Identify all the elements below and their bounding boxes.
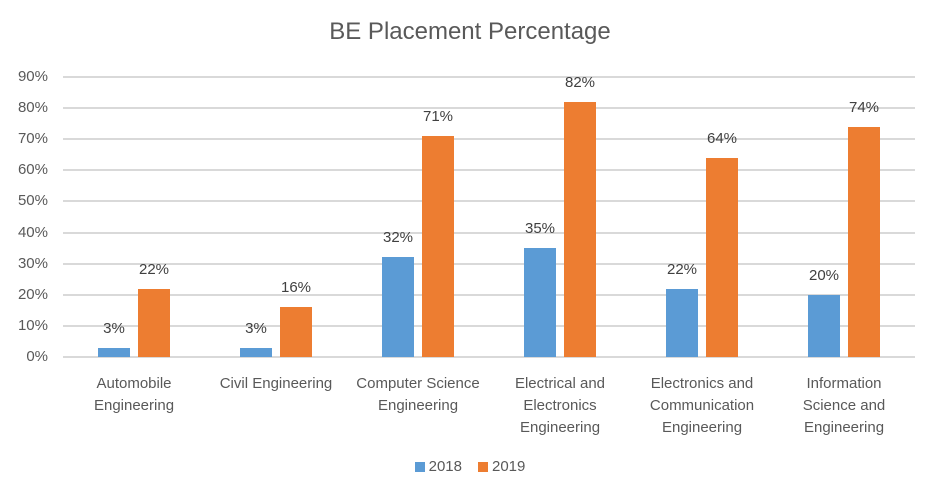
bar-2018[interactable] [808, 294, 840, 357]
data-label: 22% [138, 260, 170, 278]
legend-swatch-2018 [414, 461, 425, 472]
legend-swatch-2019 [478, 461, 488, 472]
data-label: 74% [848, 98, 880, 116]
data-label: 3% [103, 319, 125, 337]
data-label: 3% [245, 319, 267, 337]
bar-2019[interactable] [280, 307, 312, 357]
legend-item-2018[interactable]: 2018 [414, 458, 462, 475]
bar-2019[interactable] [848, 126, 880, 357]
data-label: 20% [808, 266, 840, 284]
y-tick-label: 10% [17, 316, 48, 334]
gridline [63, 138, 915, 141]
bar-2018[interactable] [240, 347, 272, 357]
plot-area: 3% 22% 3% 16% 32% 71% 35% 82% 22% 64% 20% 74% [63, 73, 915, 358]
gridline [63, 169, 915, 172]
bar-2018[interactable] [524, 248, 556, 357]
legend-label-2018: 2018 [428, 458, 462, 475]
gridline [63, 324, 915, 327]
bar-2018[interactable] [666, 288, 698, 357]
x-category-label: Computer Science Engineering [356, 375, 480, 414]
y-tick-label: 0% [26, 348, 48, 365]
bar-2019[interactable] [138, 288, 170, 357]
gridline [63, 231, 915, 234]
y-tick-label: 80% [17, 99, 48, 117]
y-tick-label: 90% [17, 68, 48, 85]
y-tick-label: 70% [17, 130, 48, 148]
y-tick-label: 50% [17, 192, 48, 210]
gridline [63, 107, 915, 110]
data-label: 64% [706, 129, 738, 147]
data-label: 22% [666, 260, 698, 278]
legend-item-2019[interactable]: 2019 [478, 458, 525, 475]
data-label: 35% [524, 220, 556, 238]
y-tick-label: 30% [17, 254, 48, 272]
bar-2018[interactable] [382, 257, 414, 357]
gridline [63, 200, 915, 203]
data-label: 71% [422, 108, 454, 126]
legend: 2018 2019 [0, 458, 940, 475]
bar-2019[interactable] [564, 101, 596, 357]
gridline [63, 293, 915, 296]
x-category-label: Civil Engineering [219, 375, 333, 392]
chart-title: BE Placement Percentage [329, 18, 611, 45]
x-category-label: Electrical and Electronics Engineering [514, 375, 606, 436]
x-category-label: Information Science and Engineering [802, 375, 886, 436]
gridline [63, 76, 915, 78]
gridline [63, 356, 915, 358]
data-label: 32% [382, 229, 414, 247]
bar-2018[interactable] [98, 347, 130, 357]
y-tick-label: 40% [17, 223, 48, 241]
gridline [63, 262, 915, 265]
y-tick-label: 60% [17, 161, 48, 179]
x-category-label: Electronics and Communication Engineering [649, 375, 755, 436]
data-label: 82% [564, 73, 596, 91]
x-category-label: Automobile Engineering [93, 375, 175, 414]
y-tick-label: 20% [17, 285, 48, 303]
bar-2019[interactable] [422, 136, 454, 357]
legend-label-2019: 2019 [492, 458, 526, 475]
bar-2019[interactable] [706, 157, 738, 357]
data-label: 16% [280, 279, 312, 297]
